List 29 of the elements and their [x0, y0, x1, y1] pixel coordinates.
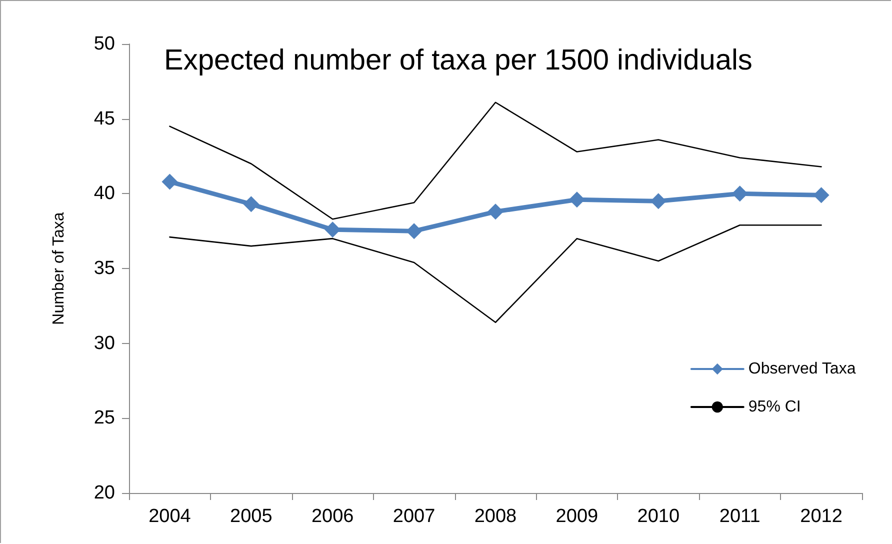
y-tick-label: 25	[94, 408, 115, 429]
y-tick-label: 20	[94, 482, 115, 504]
point	[162, 174, 178, 190]
y-tick-label: 35	[94, 258, 115, 279]
point	[568, 192, 585, 208]
point	[488, 204, 504, 220]
x-tick-label: 2012	[800, 506, 842, 527]
point	[406, 223, 422, 240]
chart-title: Expected number of taxa per 1500 individuals	[164, 44, 752, 76]
legend-label: Observed Taxa	[748, 360, 856, 378]
x-tick-label: 2009	[556, 506, 598, 527]
y-tick-label: 50	[94, 34, 115, 54]
y-axis-title: Number of Taxa	[50, 212, 68, 325]
x-tick-label: 2004	[148, 506, 192, 527]
x-tick-label: 2007	[392, 506, 436, 527]
x-tick-label: 2005	[230, 506, 272, 527]
y-tick-label: 45	[94, 108, 115, 130]
point	[732, 186, 748, 202]
x-tick-label: 2008	[474, 506, 517, 527]
x-tick-label: 2006	[311, 506, 354, 527]
point	[650, 193, 666, 210]
point	[243, 196, 260, 212]
legend-label: 95% CI	[748, 398, 801, 416]
y-tick-label: 40	[94, 183, 115, 204]
line-series	[169, 102, 822, 220]
y-tick-label: 30	[94, 332, 115, 354]
point	[813, 187, 830, 204]
x-tick-label: 2011	[719, 506, 760, 527]
x-tick-label: 2010	[637, 506, 680, 527]
